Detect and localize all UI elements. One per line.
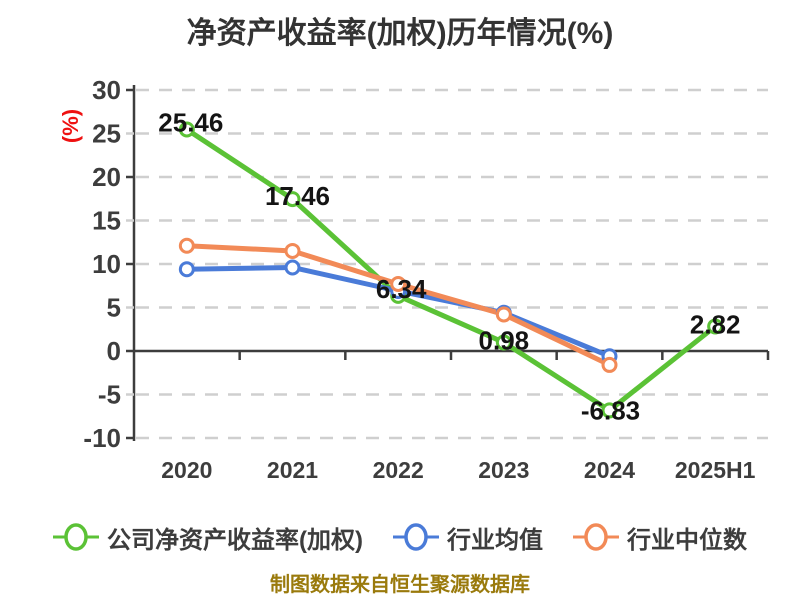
y-tick-label-30: 30: [92, 75, 121, 105]
legend-label-2: 行业中位数: [626, 526, 747, 554]
legend-marker-icon: [392, 523, 439, 551]
series-2-point-2020: [178, 237, 195, 254]
series-2-point-2022: [390, 276, 407, 293]
legend-marker-icon: [53, 523, 99, 551]
x-tick-label-2024: 2024: [584, 457, 635, 483]
y-tick-label--5: -5: [98, 380, 121, 410]
value-label-2021: 17.46: [265, 181, 330, 211]
y-tick-label-20: 20: [92, 162, 121, 192]
chart-legend: 公司净资产收益率(加权) 行业均值 行业中位数: [0, 516, 800, 558]
legend-label-0: 公司净资产收益率(加权): [107, 526, 363, 554]
series-0-point-2023: [495, 334, 512, 351]
y-tick-label-25: 25: [92, 119, 121, 149]
value-label-2022: 6.34: [376, 274, 427, 304]
series-0-point-2020: [178, 121, 195, 138]
y-tick-label-10: 10: [92, 249, 121, 279]
legend-item-0: 公司净资产收益率(加权): [53, 520, 363, 555]
series-2-point-2024: [601, 356, 618, 373]
series-2-point-2023: [495, 306, 512, 323]
y-tick-label-5: 5: [107, 293, 121, 323]
x-tick-label-2023: 2023: [478, 457, 529, 483]
y-tick-label--10: -10: [83, 423, 121, 453]
chart-title: 净资产收益率(加权)历年情况(%): [186, 17, 614, 50]
value-label-2024: -6.83: [581, 395, 640, 425]
series-1-point-2020: [178, 261, 195, 278]
x-tick-label-2020: 2020: [161, 457, 212, 483]
legend-marker-icon: [572, 523, 619, 551]
x-tick-label-2025H1: 2025H1: [675, 457, 756, 483]
x-tick-label-2022: 2022: [373, 457, 424, 483]
legend-item-2: 行业中位数: [572, 520, 747, 555]
y-tick-label-0: 0: [107, 336, 121, 366]
data-source-note: 制图数据来自恒生聚源数据库: [270, 574, 530, 596]
series-1-point-2021: [284, 259, 301, 276]
value-label-2025H1: 2.82: [690, 309, 741, 339]
series-0-point-2021: [284, 191, 301, 208]
series-0-point-2024: [601, 402, 618, 419]
value-label-2023: 0.98: [479, 325, 530, 355]
series-2-point-2021: [284, 242, 301, 259]
y-tick-label-15: 15: [92, 206, 121, 236]
legend-label-1: 行业均值: [446, 526, 543, 554]
legend-item-1: 行业均值: [392, 520, 543, 555]
series-0-point-2025H1: [707, 318, 724, 335]
series-line-0: [184, 126, 718, 413]
x-tick-label-2021: 2021: [267, 457, 318, 483]
value-label-2020: 25.46: [158, 107, 223, 137]
